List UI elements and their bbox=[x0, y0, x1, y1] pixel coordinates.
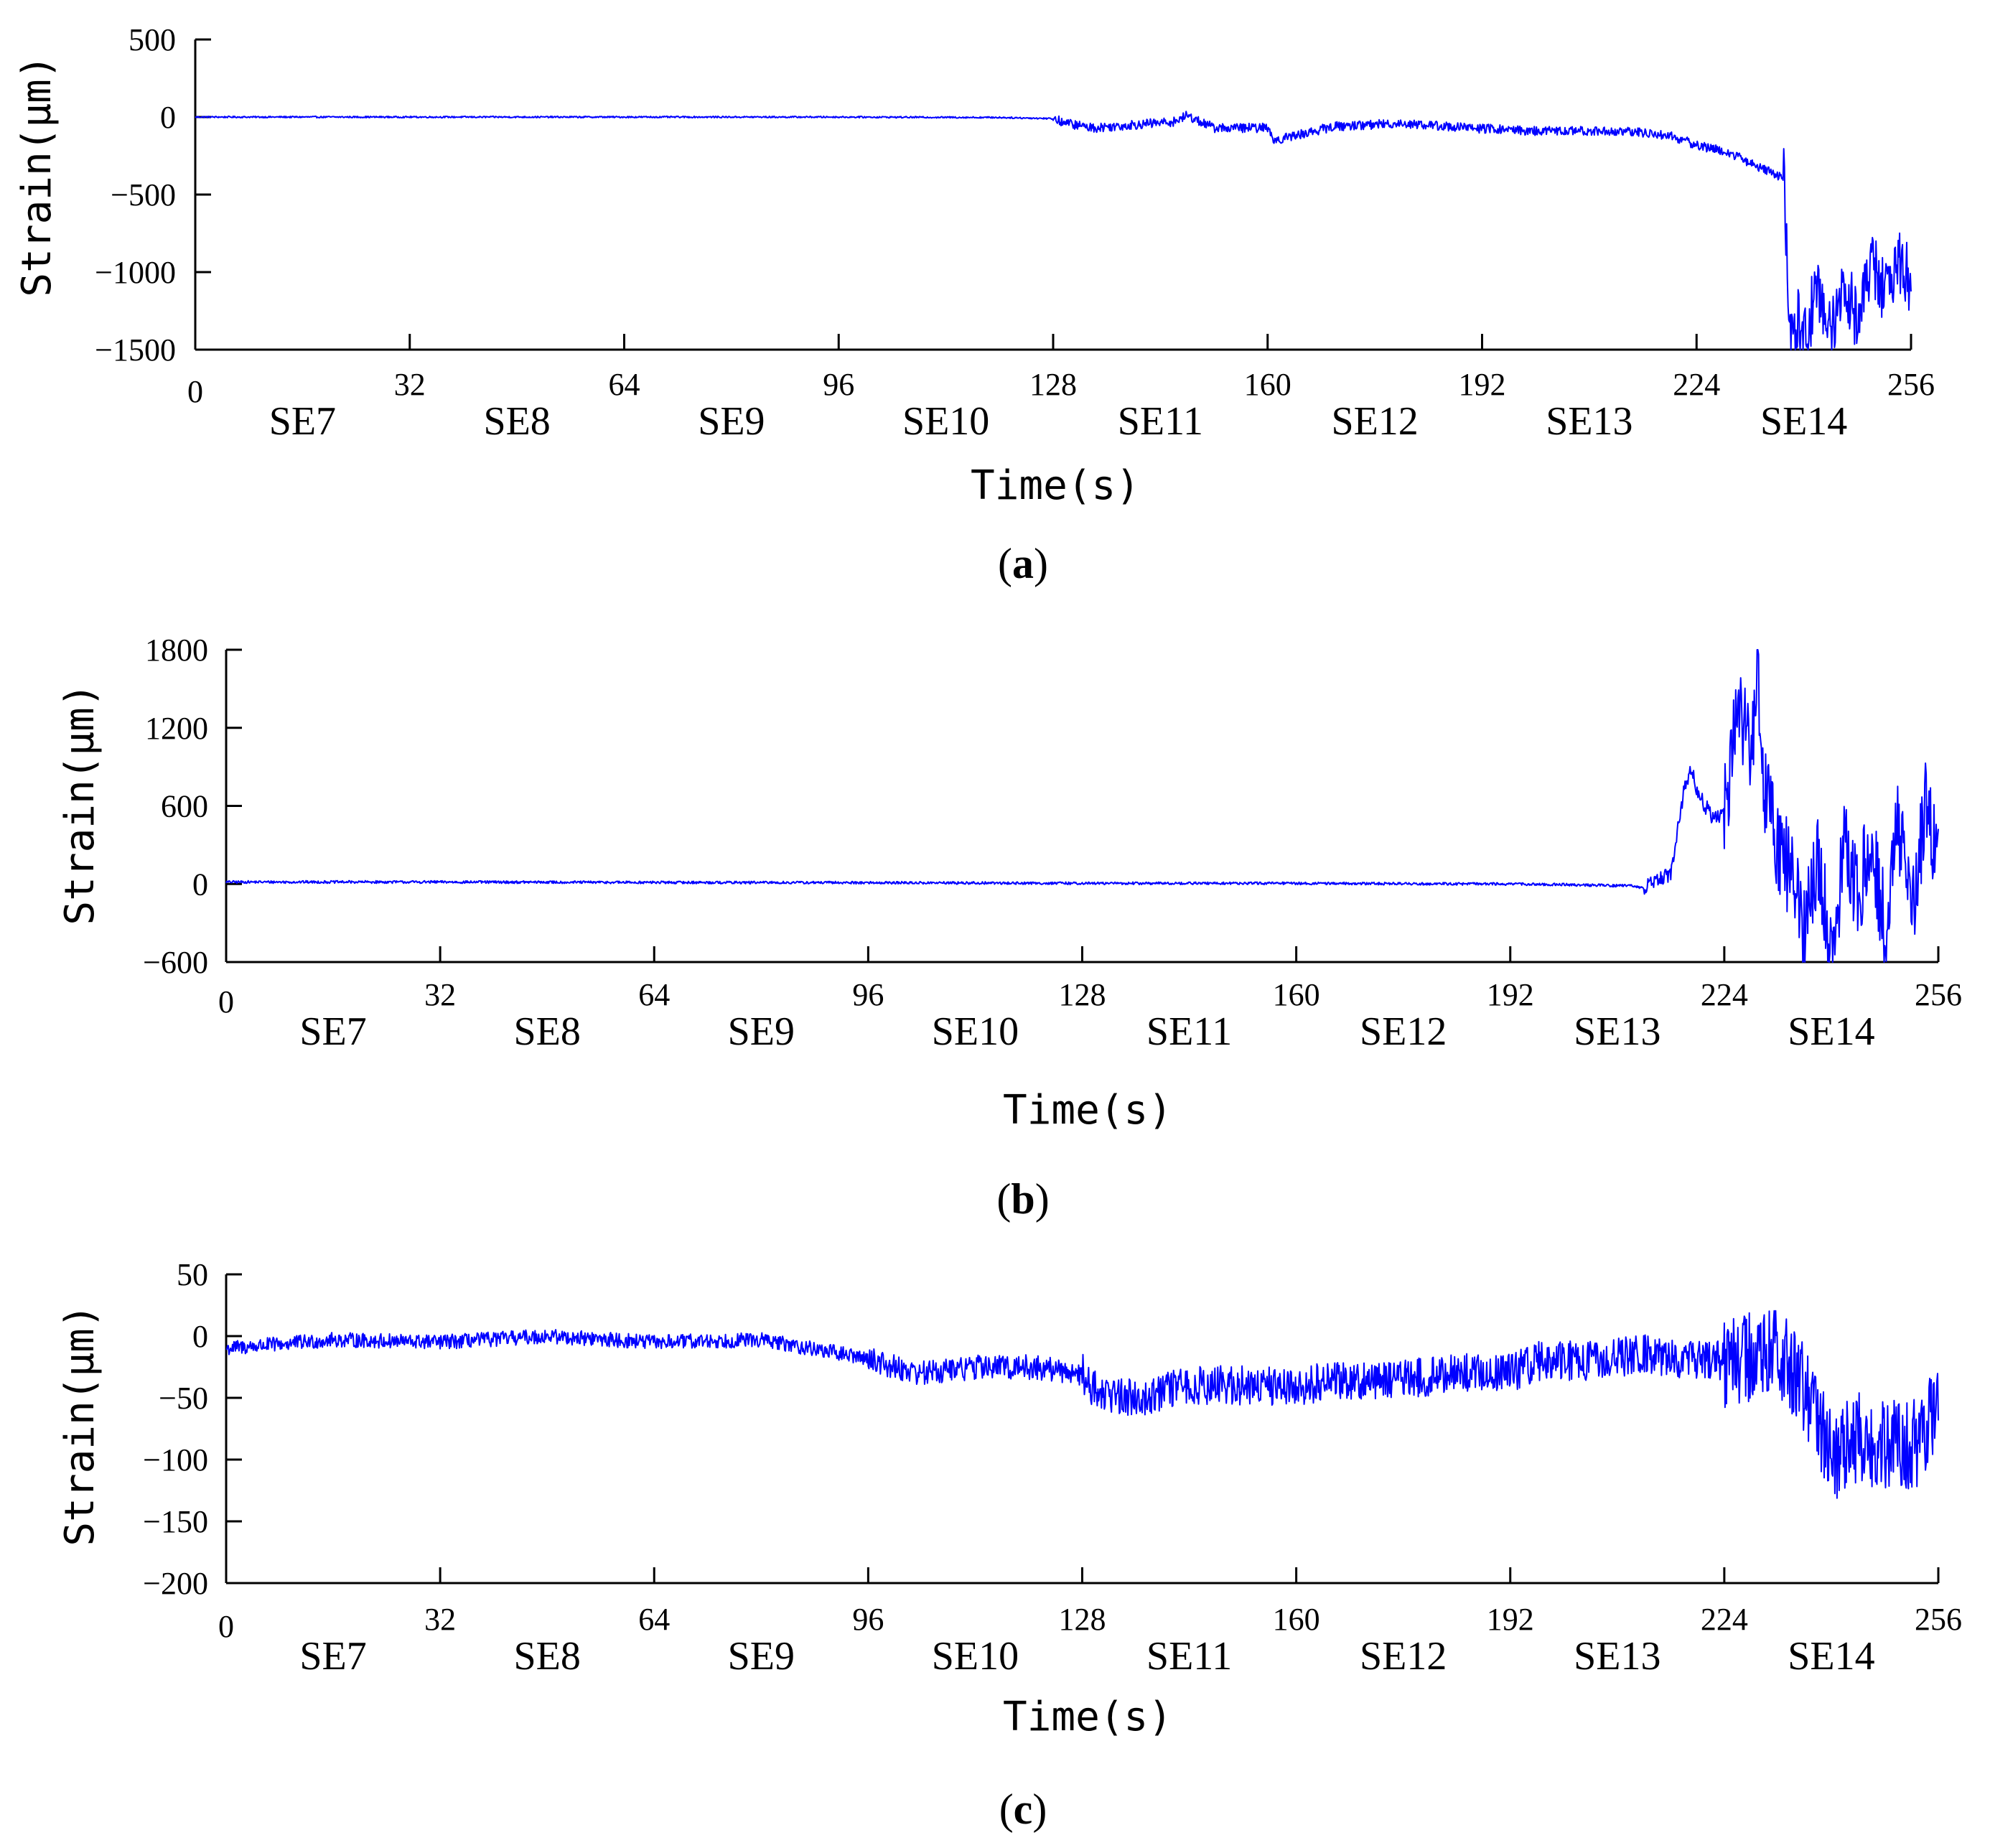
x-tick-label: 0 bbox=[218, 984, 234, 1019]
panel-label-b: (b) bbox=[996, 1175, 1049, 1223]
segment-label: SE10 bbox=[932, 1634, 1019, 1679]
segment-label: SE9 bbox=[698, 399, 765, 444]
y-tick-label: −50 bbox=[159, 1381, 208, 1416]
segment-label: SE12 bbox=[1360, 1634, 1447, 1679]
y-tick-label: −200 bbox=[143, 1566, 208, 1601]
segment-label: SE14 bbox=[1760, 399, 1847, 444]
y-axis-label-c: Strain(μm) bbox=[57, 1304, 103, 1546]
y-tick-label: 50 bbox=[177, 1257, 208, 1292]
panel-label-c: (c) bbox=[999, 1786, 1047, 1833]
x-tick-label: 64 bbox=[609, 367, 640, 402]
x-tick-label: 128 bbox=[1029, 367, 1077, 402]
segment-label: SE8 bbox=[514, 1009, 581, 1054]
y-axis-label-a: Strain(μm) bbox=[14, 55, 60, 297]
segment-label: SE8 bbox=[483, 399, 550, 444]
x-tick-label: 256 bbox=[1915, 977, 1962, 1012]
y-tick-label: 500 bbox=[129, 22, 176, 57]
x-tick-label: 32 bbox=[394, 367, 426, 402]
x-axis-label-c: Time(s) bbox=[1003, 1694, 1172, 1740]
segment-label: SE7 bbox=[299, 1009, 366, 1054]
panel-a: Strain(μm) Time(s) (a) 500 0 −500 −1000 −150… bbox=[14, 22, 1935, 587]
panel-c: Strain(μm) Time(s) (c) 50 0 −50 −100 −150 −20… bbox=[57, 1257, 1962, 1833]
x-tick-label: 160 bbox=[1244, 367, 1291, 402]
y-tick-label: 1800 bbox=[145, 633, 208, 668]
x-tick-label: 256 bbox=[1887, 367, 1935, 402]
segment-label: SE8 bbox=[514, 1634, 581, 1679]
x-tick-label: 64 bbox=[638, 1602, 670, 1637]
x-tick-label: 64 bbox=[638, 977, 670, 1012]
y-tick-label: 0 bbox=[160, 100, 176, 135]
y-tick-label: −600 bbox=[143, 945, 208, 980]
x-tick-label: 160 bbox=[1273, 1602, 1320, 1637]
x-tick-label: 128 bbox=[1059, 1602, 1106, 1637]
panel-label-a: (a) bbox=[998, 540, 1048, 587]
segment-label: SE14 bbox=[1788, 1634, 1874, 1679]
x-tick-label: 256 bbox=[1915, 1602, 1962, 1637]
x-axis-label-a: Time(s) bbox=[971, 462, 1140, 509]
x-tick-label: 224 bbox=[1701, 977, 1748, 1012]
y-tick-label: −500 bbox=[111, 177, 176, 213]
segment-label: SE9 bbox=[728, 1634, 795, 1679]
segment-label: SE13 bbox=[1574, 1009, 1660, 1054]
y-tick-label: −1000 bbox=[95, 255, 176, 290]
x-tick-label: 128 bbox=[1059, 977, 1106, 1012]
segment-label: SE12 bbox=[1331, 399, 1418, 444]
strain-series-line bbox=[195, 111, 1912, 350]
strain-series-line bbox=[225, 1310, 1939, 1499]
x-tick-label: 0 bbox=[218, 1609, 234, 1644]
segment-label: SE9 bbox=[728, 1009, 795, 1054]
x-tick-label: 96 bbox=[852, 977, 884, 1012]
segment-label: SE10 bbox=[902, 399, 989, 444]
panel-b: Strain(μm) Time(s) (b) 1800 1200 600 0 −600 0… bbox=[57, 633, 1962, 1223]
segment-label: SE14 bbox=[1788, 1009, 1874, 1054]
segment-label: SE13 bbox=[1574, 1634, 1660, 1679]
y-tick-label: 0 bbox=[192, 867, 208, 902]
x-tick-label: 96 bbox=[823, 367, 854, 402]
x-tick-label: 0 bbox=[187, 374, 203, 409]
y-tick-label: −1500 bbox=[95, 332, 176, 368]
x-tick-label: 96 bbox=[852, 1602, 884, 1637]
x-tick-label: 160 bbox=[1273, 977, 1320, 1012]
y-tick-label: 0 bbox=[192, 1319, 208, 1354]
x-tick-label: 224 bbox=[1701, 1602, 1748, 1637]
x-tick-label: 192 bbox=[1487, 977, 1534, 1012]
strain-series-line bbox=[225, 649, 1939, 963]
segment-label: SE10 bbox=[932, 1009, 1019, 1054]
segment-label: SE7 bbox=[269, 399, 336, 444]
x-tick-label: 192 bbox=[1487, 1602, 1534, 1637]
segment-label: SE12 bbox=[1360, 1009, 1447, 1054]
segment-label: SE11 bbox=[1118, 399, 1203, 444]
x-tick-label: 192 bbox=[1459, 367, 1506, 402]
y-tick-label: 600 bbox=[161, 789, 208, 824]
x-tick-label: 224 bbox=[1673, 367, 1720, 402]
y-axis-label-b: Strain(μm) bbox=[57, 683, 103, 925]
segment-label: SE7 bbox=[299, 1634, 366, 1679]
x-axis-label-b: Time(s) bbox=[1003, 1087, 1172, 1134]
segment-label: SE13 bbox=[1546, 399, 1632, 444]
segment-label: SE11 bbox=[1146, 1634, 1232, 1679]
y-tick-label: −100 bbox=[143, 1442, 208, 1478]
x-tick-label: 32 bbox=[424, 1602, 456, 1637]
segment-label: SE11 bbox=[1146, 1009, 1232, 1054]
y-tick-label: −150 bbox=[143, 1504, 208, 1539]
y-tick-label: 1200 bbox=[145, 711, 208, 746]
x-tick-label: 32 bbox=[424, 977, 456, 1012]
